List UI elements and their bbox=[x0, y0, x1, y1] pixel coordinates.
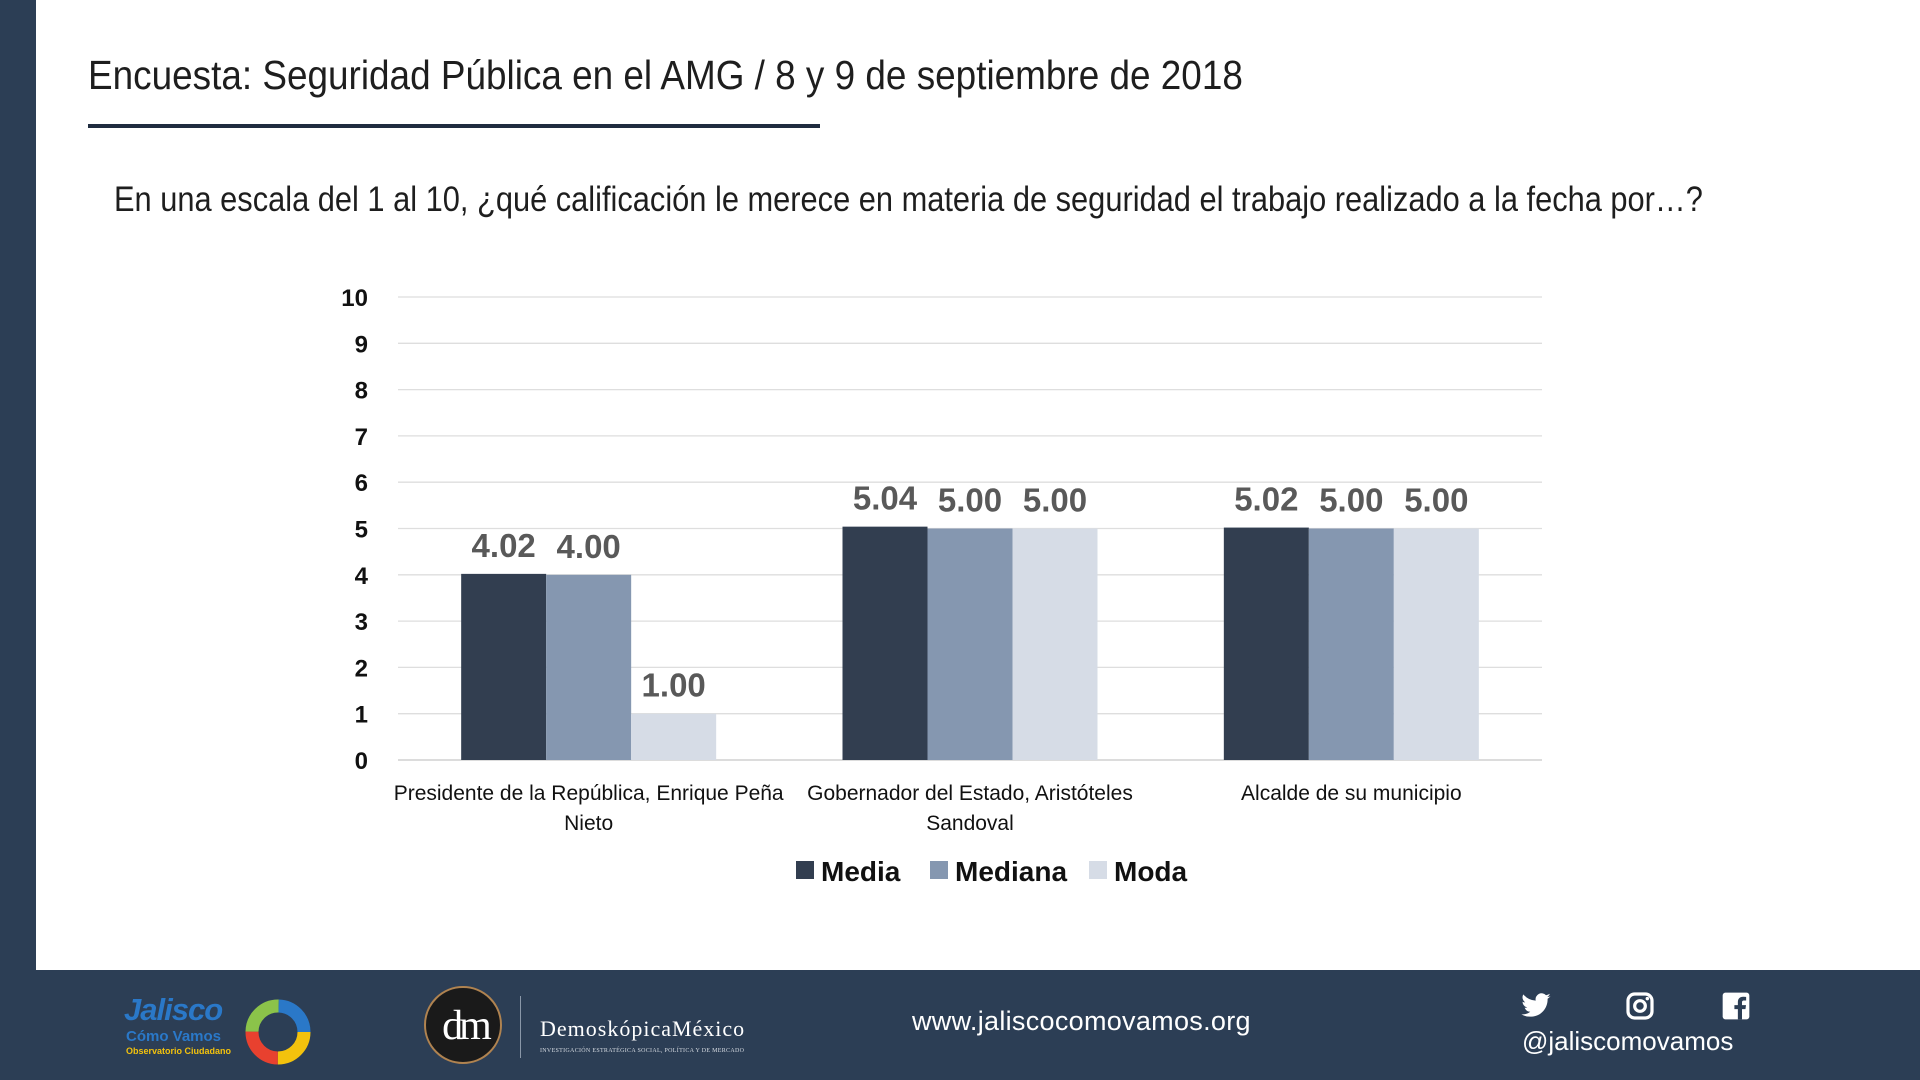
y-tick-label: 9 bbox=[355, 331, 368, 358]
legend-swatch-media bbox=[796, 861, 814, 879]
logo-divider bbox=[520, 996, 521, 1058]
data-labels: 4.02 4.00 1.00 5.04 5.00 5.00 5.02 5.00 5.00 bbox=[472, 480, 1469, 704]
jcv-logo-line2: Cómo Vamos bbox=[126, 1028, 222, 1045]
bar-mediana-1 bbox=[927, 528, 1013, 760]
legend-swatch-mediana bbox=[930, 861, 948, 879]
bar-chart: 0 1 2 3 4 5 6 7 8 9 10 4.02 4.00 1.00 5.04 5.00 5.00 5.0… bbox=[341, 285, 1542, 887]
chart-bars bbox=[461, 526, 1479, 760]
bar-media-0 bbox=[461, 573, 547, 760]
instagram-icon[interactable] bbox=[1624, 990, 1656, 1022]
y-tick-label: 3 bbox=[355, 609, 368, 636]
legend-label-mediana: Mediana bbox=[955, 856, 1067, 887]
title-underline bbox=[88, 124, 820, 128]
x-category-label: Sandoval bbox=[926, 812, 1014, 835]
y-tick-label: 7 bbox=[355, 424, 368, 451]
bar-moda-0 bbox=[631, 713, 717, 760]
y-axis-ticks: 0 1 2 3 4 5 6 7 8 9 10 bbox=[341, 285, 368, 775]
x-axis-labels: Presidente de la República, Enrique Peña… bbox=[394, 782, 1462, 835]
footer-bar: Jalisco Cómo Vamos Observatorio Ciudadan… bbox=[0, 970, 1920, 1080]
bar-moda-1 bbox=[1012, 528, 1098, 760]
website-link[interactable]: www.jaliscocomovamos.org bbox=[912, 1006, 1251, 1036]
data-label: 5.00 bbox=[1319, 482, 1383, 519]
facebook-icon[interactable] bbox=[1720, 990, 1752, 1022]
y-tick-label: 1 bbox=[355, 702, 368, 729]
chart-legend: Media Mediana Moda bbox=[796, 856, 1188, 887]
x-category-label: Presidente de la República, Enrique Peña bbox=[394, 782, 784, 805]
jcv-logo-line1: Jalisco bbox=[124, 992, 223, 1027]
y-tick-label: 4 bbox=[355, 563, 369, 590]
jcv-logo-line3: Observatorio Ciudadano bbox=[126, 1046, 232, 1056]
data-label: 4.02 bbox=[472, 527, 536, 564]
bar-mediana-0 bbox=[546, 574, 632, 760]
data-label: 1.00 bbox=[642, 667, 706, 704]
dm-monogram: dm bbox=[442, 1003, 492, 1049]
y-tick-label: 6 bbox=[355, 470, 368, 497]
data-label: 5.00 bbox=[1404, 482, 1468, 519]
dm-logo-tagline: INVESTIGACIÓN ESTRATÉGICA SOCIAL, POLÍTI… bbox=[540, 1048, 745, 1054]
jcv-ring-icon bbox=[245, 999, 311, 1065]
bar-media-1 bbox=[842, 526, 928, 760]
survey-question: En una escala del 1 al 10, ¿qué califica… bbox=[114, 180, 1703, 219]
social-handle[interactable]: @jaliscomovamos bbox=[1522, 1026, 1734, 1056]
jalisco-como-vamos-logo[interactable]: Jalisco Cómo Vamos Observatorio Ciudadan… bbox=[124, 992, 324, 1072]
bar-media-2 bbox=[1223, 527, 1309, 760]
y-tick-label: 8 bbox=[355, 378, 368, 405]
social-links: @jaliscomovamos bbox=[1500, 970, 1760, 1080]
y-tick-label: 10 bbox=[341, 285, 368, 312]
bar-mediana-2 bbox=[1308, 528, 1394, 760]
slide-title: Encuesta: Seguridad Pública en el AMG / … bbox=[88, 52, 1243, 98]
dm-monogram-circle: dm bbox=[424, 986, 502, 1064]
data-label: 5.04 bbox=[853, 480, 918, 517]
bar-moda-2 bbox=[1393, 528, 1479, 760]
demoskopica-mexico-logo[interactable]: dm DemoskópicaMéxico INVESTIGACIÓN ESTRA… bbox=[424, 986, 764, 1070]
legend-swatch-moda bbox=[1089, 861, 1107, 879]
data-label: 4.00 bbox=[557, 528, 621, 565]
data-label: 5.00 bbox=[938, 482, 1002, 519]
x-category-label: Alcalde de su municipio bbox=[1241, 782, 1462, 805]
data-label: 5.02 bbox=[1234, 481, 1298, 518]
y-tick-label: 0 bbox=[355, 748, 368, 775]
legend-label-media: Media bbox=[821, 856, 901, 887]
x-category-label: Gobernador del Estado, Aristóteles bbox=[807, 782, 1133, 805]
data-label: 5.00 bbox=[1023, 482, 1087, 519]
dm-logo-name: DemoskópicaMéxico bbox=[540, 1016, 746, 1041]
left-accent-bar bbox=[0, 0, 36, 970]
y-tick-label: 5 bbox=[355, 517, 368, 544]
y-tick-label: 2 bbox=[355, 655, 368, 682]
twitter-icon[interactable] bbox=[1520, 990, 1552, 1022]
x-category-label: Nieto bbox=[564, 812, 613, 835]
legend-label-moda: Moda bbox=[1114, 856, 1188, 887]
